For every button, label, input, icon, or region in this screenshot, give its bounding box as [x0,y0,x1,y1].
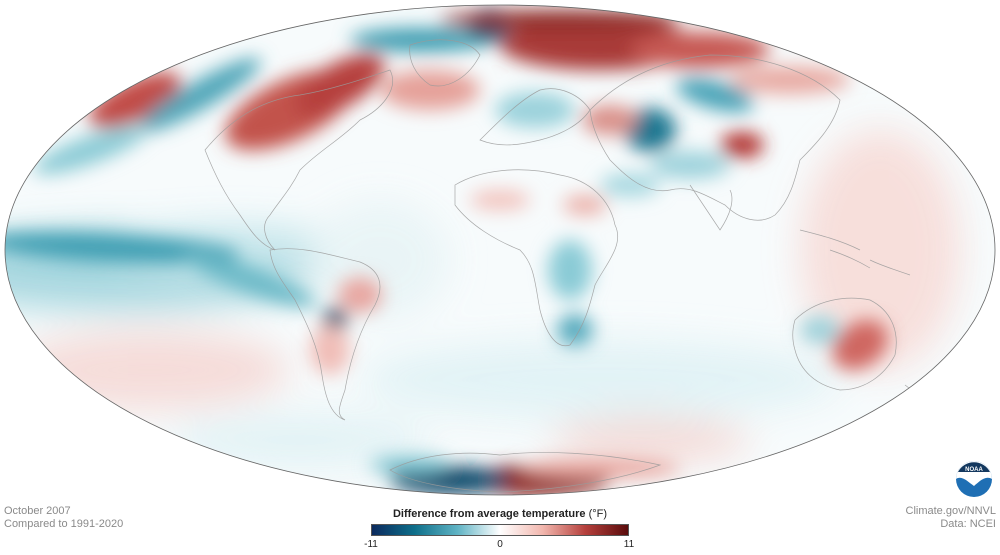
caption-block: October 2007 Compared to 1991-2020 [4,505,123,531]
coastlines [204,39,918,493]
legend-min-label: -11 [364,539,378,550]
baseline-label: Compared to 1991-2020 [4,518,124,530]
legend-title: Difference from average temperature [392,508,586,520]
credits-block: Climate.gov/NNVL Data: NCEI [906,505,996,531]
source-credit: Climate.gov/NNVL [905,505,996,517]
noaa-logo: NOAA [956,461,992,497]
legend-title-row: Difference from average temperature (°F) [360,508,640,520]
global-anomaly-map [4,4,996,496]
noaa-logo-text: NOAA [965,467,983,473]
legend-color-bar [371,524,629,536]
legend-mid-label: 0 [497,539,503,550]
anomaly-field [5,7,960,495]
data-credit: Data: NCEI [940,518,996,530]
legend-unit: (°F) [588,508,608,520]
date-label: October 2007 [4,505,71,517]
color-legend: Difference from average temperature (°F)… [360,508,640,552]
legend-max-label: 11 [623,539,635,550]
globe-outline [4,4,996,496]
